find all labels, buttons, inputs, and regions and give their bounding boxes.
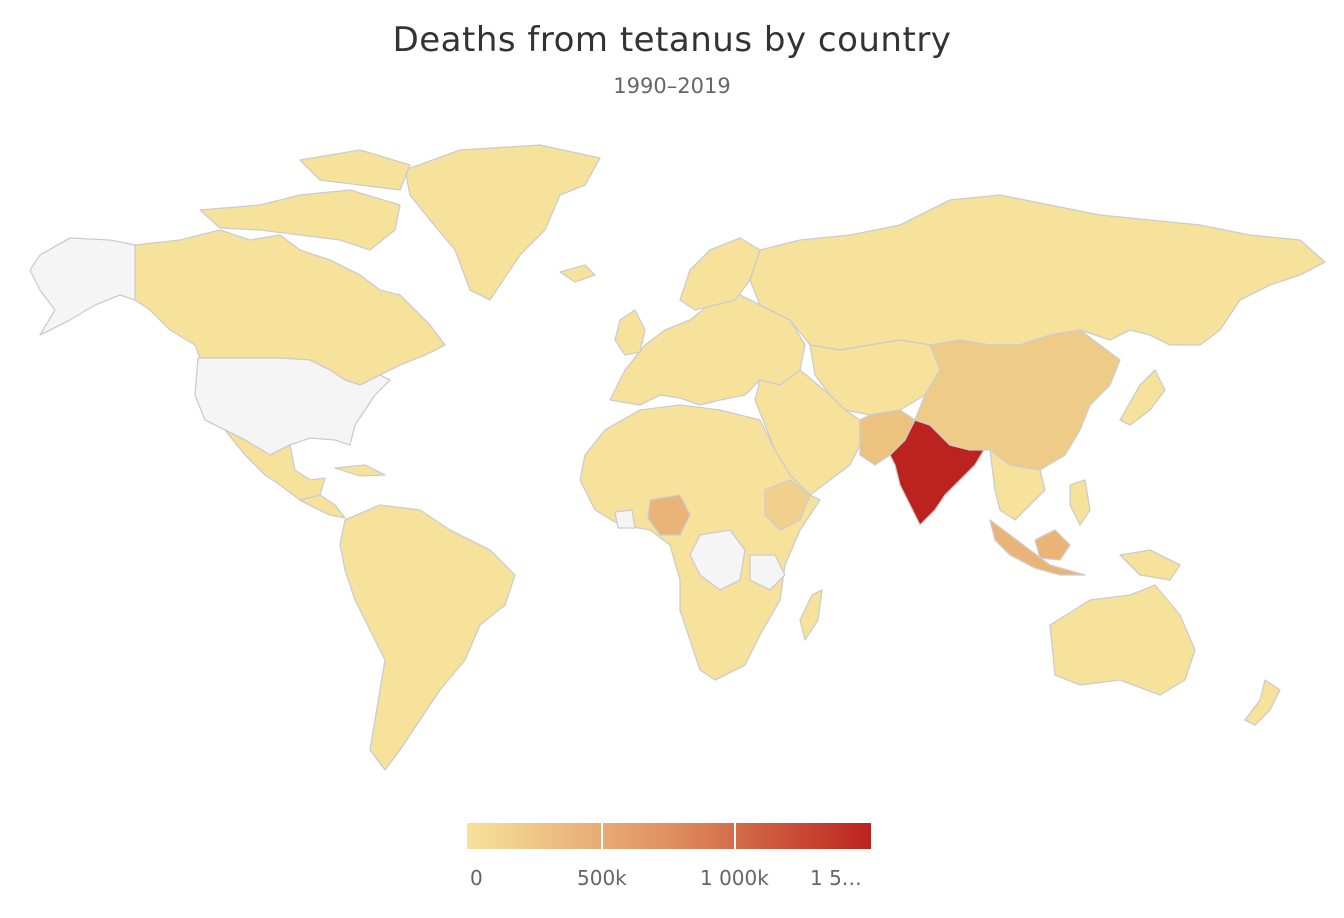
region-canada-north[interactable] [299, 149, 411, 191]
region-dr-congo[interactable] [689, 529, 746, 591]
region-russia[interactable] [749, 194, 1326, 351]
region-canada-islands[interactable] [199, 189, 401, 251]
region-canada[interactable] [134, 229, 446, 386]
region-madagascar[interactable] [799, 589, 823, 641]
region-south-america[interactable] [339, 504, 516, 771]
region-tanzania[interactable] [749, 554, 786, 591]
region-new-guinea[interactable] [1119, 549, 1181, 581]
region-iceland[interactable] [559, 264, 596, 283]
legend-tick-label: 500k [577, 866, 627, 890]
region-greenland[interactable] [404, 144, 601, 301]
region-central-america[interactable] [299, 494, 346, 519]
region-ghana[interactable] [614, 509, 636, 529]
region-united-kingdom[interactable] [614, 309, 646, 356]
region-cuba[interactable] [334, 464, 386, 477]
region-middle-east[interactable] [754, 369, 861, 496]
color-legend [467, 823, 871, 849]
region-mexico[interactable] [224, 429, 326, 501]
region-borneo[interactable] [1034, 529, 1071, 561]
region-japan[interactable] [1119, 369, 1166, 426]
region-nigeria[interactable] [647, 494, 691, 536]
region-philippines[interactable] [1069, 479, 1091, 526]
region-ethiopia[interactable] [764, 479, 811, 531]
legend-tick-label: 1 5… [810, 866, 862, 890]
legend-gradient-bar [467, 823, 871, 849]
world-map [29, 144, 1326, 771]
region-indonesia[interactable] [989, 519, 1086, 576]
legend-tick-label: 1 000k [700, 866, 769, 890]
legend-divider [601, 823, 603, 849]
legend-tick-label: 0 [470, 866, 483, 890]
region-australia[interactable] [1049, 584, 1196, 696]
legend-divider [734, 823, 736, 849]
chart-title: Deaths from tetanus by country [392, 20, 952, 60]
chart-subtitle: 1990–2019 [613, 74, 731, 98]
region-alaska[interactable] [29, 237, 136, 336]
region-europe[interactable] [609, 294, 806, 406]
region-southeast-asia[interactable] [989, 449, 1046, 521]
region-china[interactable] [914, 329, 1121, 471]
region-new-zealand[interactable] [1244, 679, 1281, 726]
